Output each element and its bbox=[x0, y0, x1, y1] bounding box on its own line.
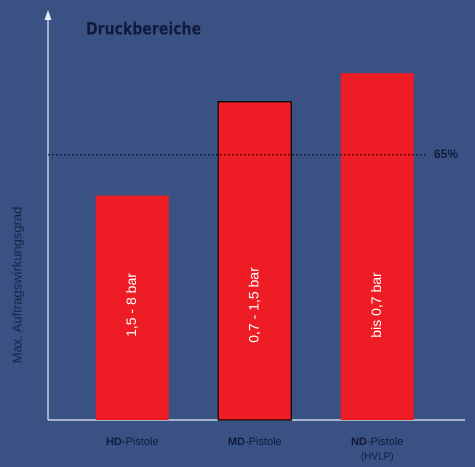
reference-label: 65% bbox=[434, 147, 458, 161]
x-tick-label-rest: -Pistole bbox=[367, 436, 404, 448]
bar bbox=[95, 195, 169, 420]
bar-label: 1,5 - 8 bar bbox=[123, 273, 139, 337]
bar bbox=[217, 101, 292, 421]
bar-label: bis 0,7 bar bbox=[368, 272, 384, 338]
y-axis-label: Max. Auftragswirkungsgrad bbox=[9, 207, 24, 364]
x-tick-label-bold: ND bbox=[351, 436, 367, 448]
x-tick-label: HD-Pistole bbox=[106, 436, 159, 448]
bar-label: 0,7 - 1,5 bar bbox=[245, 267, 261, 343]
x-tick-sublabel: (HVLP) bbox=[361, 452, 394, 463]
chart-title: Druckbereiche bbox=[86, 19, 201, 39]
bar bbox=[340, 73, 414, 420]
x-tick-label-rest: -Pistole bbox=[122, 436, 159, 448]
x-tick-label-bold: HD bbox=[106, 436, 122, 448]
x-tick-label-bold: MD bbox=[228, 436, 245, 448]
x-tick-label-rest: -Pistole bbox=[245, 436, 282, 448]
x-tick-label: ND-Pistole bbox=[351, 436, 404, 448]
y-axis-arrow bbox=[44, 10, 52, 20]
x-tick-label: MD-Pistole bbox=[228, 436, 282, 448]
